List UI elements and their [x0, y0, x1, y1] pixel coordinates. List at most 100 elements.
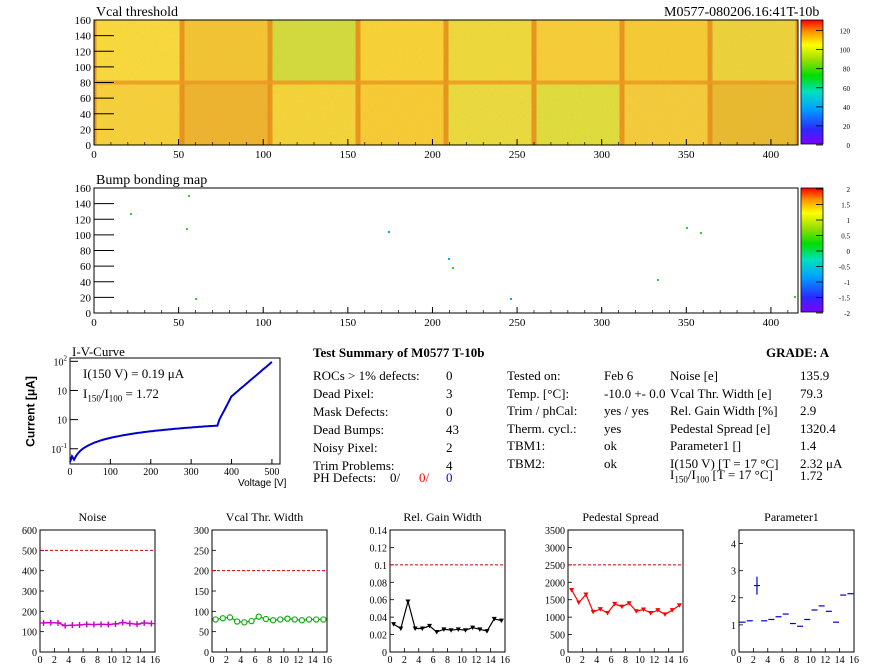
summary-row-value: ok — [604, 438, 617, 453]
iv-curve-line — [69, 361, 273, 463]
colorbar-tick-label: 20 — [843, 123, 851, 131]
grade-label: GRADE: A — [766, 345, 830, 360]
data-point — [648, 610, 654, 616]
ratio-temp: [T = 17 °C] — [709, 467, 773, 482]
data-point — [462, 628, 468, 633]
colorbar-tick-label: 100 — [840, 47, 851, 55]
summary-row-value: 3 — [446, 386, 453, 401]
chart-title: Pedestal Spread — [582, 510, 658, 524]
iv-y-tick-label: 10-1 — [51, 442, 67, 456]
chart-frame — [39, 529, 156, 653]
data-point — [669, 608, 675, 613]
summary-row-value: 1320.4 — [800, 420, 836, 436]
x-tick-label: 4 — [416, 655, 421, 666]
summary-row-label: Mask Defects: — [313, 404, 389, 419]
data-point — [590, 609, 596, 615]
iv-x-axis-label: Voltage [V] — [238, 478, 287, 489]
y-tick-label: 100 — [194, 607, 209, 618]
colorbar-tick-label: -1.5 — [839, 295, 851, 303]
map-y-tick-label: 40 — [80, 277, 92, 289]
map-y-tick-label: 100 — [75, 62, 92, 74]
series-line — [393, 599, 502, 633]
data-point — [569, 587, 575, 593]
map-y-tick-label: 160 — [75, 15, 92, 27]
map-y-tick-label: 140 — [75, 31, 92, 43]
dead-bump — [388, 231, 390, 233]
iv-ratio-value: = 1.72 — [122, 386, 159, 401]
data-point — [419, 626, 425, 631]
summary-row-label: I(150 V) [T = 17 °C] — [670, 455, 779, 471]
summary-row-label: Noisy Pixel: — [313, 440, 378, 455]
x-tick-label: 0 — [737, 655, 742, 666]
iv-axes: 0 100 200 300 400 500 10-1 10 10 102 — [51, 354, 279, 478]
y-tick-label: 2000 — [545, 578, 565, 589]
x-tick-label: 12 — [820, 655, 830, 666]
map-y-tick-label: 60 — [80, 261, 92, 273]
x-tick-label: 12 — [293, 655, 303, 666]
colorbar-tick-label: 40 — [843, 104, 851, 112]
iv-title: I-V-Curve — [72, 344, 125, 359]
data-point — [320, 616, 327, 623]
data-point — [40, 619, 48, 626]
iv-ratio-sub-100: 100 — [108, 393, 123, 404]
map-y-tick-label: 120 — [75, 46, 92, 58]
chart-frame — [211, 529, 328, 653]
summary-row-value: yes / yes — [604, 403, 649, 418]
map-x-tick-label: 400 — [763, 317, 780, 329]
map-x-tick-label: 350 — [678, 149, 695, 161]
data-point — [298, 617, 305, 624]
data-point — [90, 621, 98, 628]
map-x-tick-label: 400 — [763, 149, 780, 161]
summary-row-value: yes — [604, 420, 622, 436]
x-tick-label: 16 — [150, 655, 160, 666]
data-point — [633, 609, 639, 614]
map-x-tick-label: 350 — [678, 317, 695, 329]
vcal-map-colorbar-ticks: 0 20 40 60 80 100 120 — [816, 28, 851, 150]
summary-row-value: 135.9 — [800, 368, 830, 383]
iv-annotation-ratio: I150/I100 = 1.72 — [83, 386, 159, 407]
summary-row-label: Pedestal Spread [e] — [670, 420, 771, 436]
x-tick-label: 0 — [210, 655, 215, 666]
vcal-map-colorbar — [800, 19, 824, 145]
colorbar-tick-label: -0.5 — [839, 264, 851, 272]
summary-ratio-label: I150/I100 [T = 17 °C] — [670, 467, 773, 488]
data-point — [305, 616, 313, 623]
x-tick-label: 6 — [81, 655, 86, 666]
x-tick-label: 12 — [471, 655, 481, 666]
dead-bump — [130, 213, 132, 215]
summary-row-value: 79.3 — [800, 385, 823, 401]
summary-row-label: Dead Pixel: — [313, 386, 375, 401]
colorbar-tick-label: 60 — [843, 85, 851, 93]
x-tick-label: 12 — [121, 655, 131, 666]
x-tick-label: 16 — [500, 655, 510, 666]
iv-y-tick-label: 102 — [54, 354, 68, 368]
x-tick-label: 16 — [322, 655, 332, 666]
y-tick-label: 4 — [731, 540, 736, 551]
summary-row-label: Trim / phCal: — [507, 403, 578, 418]
y-tick-label: 0.12 — [370, 543, 388, 554]
dead-bump — [657, 279, 659, 281]
dead-bump — [686, 227, 688, 229]
y-tick-label: 1500 — [545, 596, 565, 607]
map-x-tick-label: 250 — [509, 317, 526, 329]
data-point — [605, 610, 611, 616]
series-line — [215, 615, 324, 623]
data-point — [111, 620, 119, 627]
x-tick-label: 4 — [238, 655, 243, 666]
summary-row-label: Therm. cycl.: — [507, 420, 577, 436]
x-tick-label: 4 — [765, 655, 770, 666]
iv-x-tick-label: 400 — [224, 467, 239, 478]
dead-bump — [794, 296, 796, 298]
summary-row-label: Temp. [°C]: — [507, 385, 570, 401]
data-point — [498, 618, 504, 624]
summary-row-label: ROCs > 1% defects: — [313, 368, 420, 383]
data-point — [676, 603, 682, 608]
x-tick-label: 14 — [664, 655, 674, 666]
chart-title: Noise — [79, 510, 107, 524]
ph-defects-label: PH Defects: — [313, 470, 377, 485]
iv-frame — [69, 357, 281, 465]
dead-bump — [186, 228, 188, 230]
map-y-tick-label: 160 — [75, 183, 92, 195]
x-tick-label: 10 — [457, 655, 467, 666]
